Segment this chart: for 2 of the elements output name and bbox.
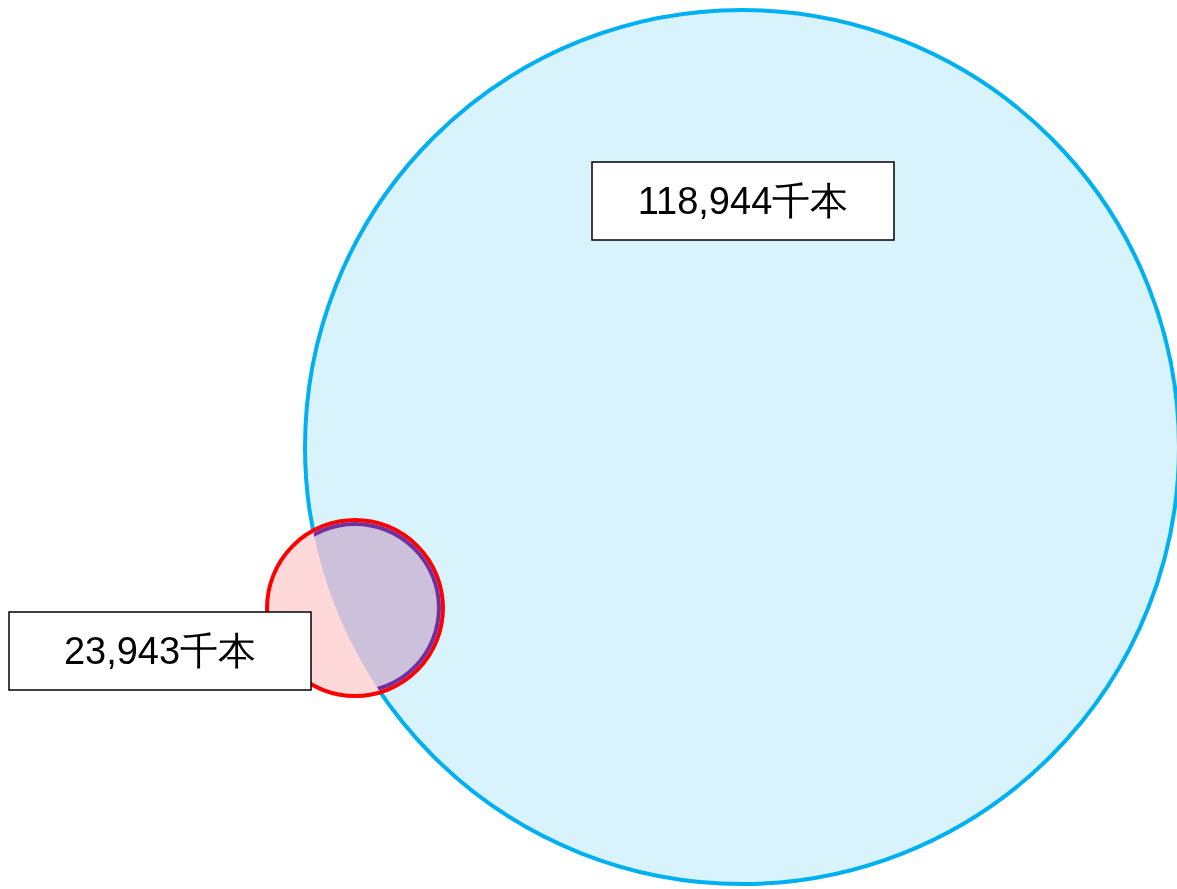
data-label: 23,943千本 [63, 630, 257, 672]
data-label: 118,944千本 [637, 180, 849, 222]
